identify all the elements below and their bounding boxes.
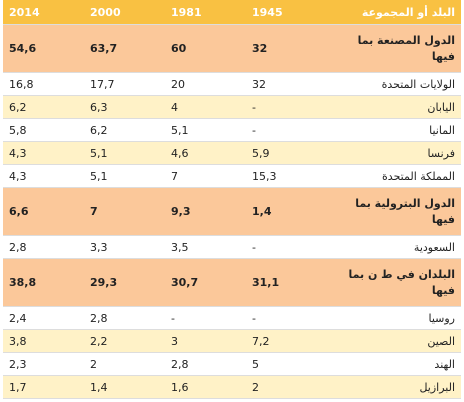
cell-1945: 2 [246, 375, 327, 399]
cell-2014: 2,4 [3, 306, 84, 330]
table-row: الولايات المتحدة 32 20 17,7 16,8 [3, 72, 461, 96]
cell-1981: 3,5 [165, 235, 246, 259]
row-name: السعودية [327, 235, 461, 259]
cell-2000: 2,2 [84, 329, 165, 353]
cell-1945: 15,3 [246, 164, 327, 188]
table-row: الدول المصنعة بما فيها 32 60 63,7 54,6 [3, 24, 461, 73]
cell-1981: 7 [165, 164, 246, 188]
cell-1981: 1,6 [165, 375, 246, 399]
table-row: الصين 7,2 3 2,2 3,8 [3, 329, 461, 353]
cell-1945: 31,1 [246, 258, 327, 307]
header-country: البلد أو المجموعة [327, 0, 461, 25]
cell-2000: 6,3 [84, 95, 165, 119]
cell-1981: 2,8 [165, 352, 246, 376]
cell-1945: 7,2 [246, 329, 327, 353]
cell-1945: - [246, 306, 327, 330]
cell-1981: 20 [165, 72, 246, 96]
cell-1945: 5 [246, 352, 327, 376]
cell-2000: 1,4 [84, 375, 165, 399]
cell-2014: 6,6 [3, 187, 84, 236]
header-1945: 1945 [246, 0, 327, 25]
table-row: فرنسا 5,9 4,6 5,1 4,3 [3, 141, 461, 165]
cell-2000: 5,1 [84, 141, 165, 165]
row-name: الدول البترولية بما فيها [327, 187, 461, 236]
cell-2000: 63,7 [84, 24, 165, 73]
cell-2000: 7 [84, 187, 165, 236]
cell-2000: 17,7 [84, 72, 165, 96]
table-row: الهند 5 2,8 2 2,3 [3, 352, 461, 376]
table-row: البرازيل 2 1,6 1,4 1,7 [3, 375, 461, 399]
cell-1981: 30,7 [165, 258, 246, 307]
row-name: البرازيل [327, 375, 461, 399]
cell-2000: 29,3 [84, 258, 165, 307]
cell-1945: 1,4 [246, 187, 327, 236]
table-row: المانيا - 5,1 6,2 5,8 [3, 118, 461, 142]
header-2000: 2000 [84, 0, 165, 25]
cell-1981: 4,6 [165, 141, 246, 165]
row-name: روسيا [327, 306, 461, 330]
cell-1945: 32 [246, 24, 327, 73]
cell-2014: 38,8 [3, 258, 84, 307]
row-name: فرنسا [327, 141, 461, 165]
cell-1945: - [246, 235, 327, 259]
cell-2014: 4,3 [3, 164, 84, 188]
data-table: البلد أو المجموعة 1945 1981 2000 2014 ال… [3, 0, 461, 399]
cell-2014: 1,7 [3, 375, 84, 399]
table-row: البلدان في ط ن بما فيها 31,1 30,7 29,3 3… [3, 258, 461, 307]
cell-2014: 5,8 [3, 118, 84, 142]
row-name: الهند [327, 352, 461, 376]
row-name: الصين [327, 329, 461, 353]
table-row: المملكة المتحدة 15,3 7 5,1 4,3 [3, 164, 461, 188]
table-row: الدول البترولية بما فيها 1,4 9,3 7 6,6 [3, 187, 461, 236]
cell-1981: 9,3 [165, 187, 246, 236]
cell-2014: 2,8 [3, 235, 84, 259]
cell-2014: 16,8 [3, 72, 84, 96]
header-1981: 1981 [165, 0, 246, 25]
row-name: الولايات المتحدة [327, 72, 461, 96]
cell-2000: 6,2 [84, 118, 165, 142]
cell-2014: 2,3 [3, 352, 84, 376]
row-name: المانيا [327, 118, 461, 142]
cell-1945: 5,9 [246, 141, 327, 165]
cell-1981: - [165, 306, 246, 330]
row-name: الدول المصنعة بما فيها [327, 24, 461, 73]
row-name: البلدان في ط ن بما فيها [327, 258, 461, 307]
cell-1945: - [246, 95, 327, 119]
cell-1981: 5,1 [165, 118, 246, 142]
cell-2014: 3,8 [3, 329, 84, 353]
cell-2000: 2 [84, 352, 165, 376]
cell-2014: 54,6 [3, 24, 84, 73]
cell-1981: 60 [165, 24, 246, 73]
cell-2000: 5,1 [84, 164, 165, 188]
header-2014: 2014 [3, 0, 84, 25]
table-row: السعودية - 3,5 3,3 2,8 [3, 235, 461, 259]
table-header-row: البلد أو المجموعة 1945 1981 2000 2014 [3, 0, 461, 25]
row-name: المملكة المتحدة [327, 164, 461, 188]
cell-2000: 2,8 [84, 306, 165, 330]
cell-2000: 3,3 [84, 235, 165, 259]
cell-1981: 4 [165, 95, 246, 119]
cell-2014: 6,2 [3, 95, 84, 119]
row-name: اليابان [327, 95, 461, 119]
table-row: روسيا - - 2,8 2,4 [3, 306, 461, 330]
cell-2014: 4,3 [3, 141, 84, 165]
cell-1981: 3 [165, 329, 246, 353]
table-row: اليابان - 4 6,3 6,2 [3, 95, 461, 119]
cell-1945: 32 [246, 72, 327, 96]
cell-1945: - [246, 118, 327, 142]
